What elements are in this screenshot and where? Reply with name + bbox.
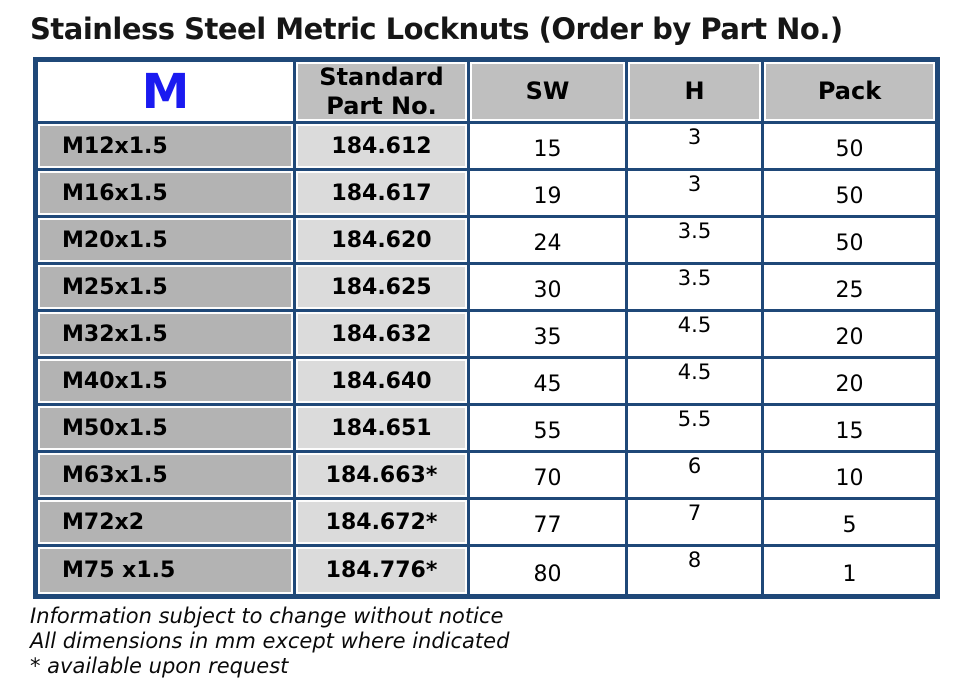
sw-cell: 15 [470,124,628,171]
part-no-cell: 184.651 [296,406,470,453]
table-row: M75 x1.5 184.776* 80 8 1 [38,547,935,594]
table-row: M50x1.5 184.651 55 5.5 15 [38,406,935,453]
table-row: M32x1.5 184.632 35 4.5 20 [38,312,935,359]
sw-cell: 30 [470,265,628,312]
pack-cell: 25 [764,265,935,312]
h-cell: 8 [628,547,764,594]
part-no-cell: 184.617 [296,171,470,218]
size-cell: M40x1.5 [38,359,296,406]
pack-cell: 15 [764,406,935,453]
part-no-cell: 184.625 [296,265,470,312]
part-no-cell: 184.663* [296,453,470,500]
part-no-cell: 184.612 [296,124,470,171]
footnotes: Information subject to change without no… [30,604,509,679]
pack-cell: 50 [764,124,935,171]
pack-cell: 50 [764,218,935,265]
sw-cell: 45 [470,359,628,406]
h-cell: 5.5 [628,406,764,453]
h-cell: 3.5 [628,218,764,265]
sw-cell: 70 [470,453,628,500]
size-cell: M25x1.5 [38,265,296,312]
locknuts-table: M Standard Part No. SW H Pack M12x1.5 18… [33,57,940,599]
table-row: M20x1.5 184.620 24 3.5 50 [38,218,935,265]
footnote-dimensions-mm: All dimensions in mm except where indica… [30,629,510,653]
column-header-pack: Pack [764,62,935,124]
locknuts-table-body: M12x1.5 184.612 15 3 50 M16x1.5 184.617 … [38,124,935,594]
part-no-cell: 184.776* [296,547,470,594]
h-cell: 7 [628,500,764,547]
header-row: M Standard Part No. SW H Pack [38,62,935,124]
pack-cell: 20 [764,359,935,406]
sw-cell: 77 [470,500,628,547]
pack-cell: 5 [764,500,935,547]
footnote-change-notice: Information subject to change without no… [30,604,504,628]
part-no-cell: 184.640 [296,359,470,406]
table-row: M25x1.5 184.625 30 3.5 25 [38,265,935,312]
h-cell: 3.5 [628,265,764,312]
column-header-m: M [38,62,296,124]
h-cell: 6 [628,453,764,500]
h-cell: 4.5 [628,359,764,406]
footnote-upon-request: * available upon request [30,654,289,678]
table-row: M12x1.5 184.612 15 3 50 [38,124,935,171]
size-cell: M72x2 [38,500,296,547]
column-header-part-no: Standard Part No. [296,62,470,124]
size-cell: M32x1.5 [38,312,296,359]
sw-cell: 35 [470,312,628,359]
size-cell: M16x1.5 [38,171,296,218]
pack-cell: 10 [764,453,935,500]
size-cell: M20x1.5 [38,218,296,265]
sw-cell: 80 [470,547,628,594]
part-no-cell: 184.620 [296,218,470,265]
table-row: M40x1.5 184.640 45 4.5 20 [38,359,935,406]
page-title: Stainless Steel Metric Locknuts (Order b… [30,12,843,46]
sw-cell: 55 [470,406,628,453]
h-cell: 3 [628,171,764,218]
sw-cell: 24 [470,218,628,265]
size-cell: M63x1.5 [38,453,296,500]
pack-cell: 20 [764,312,935,359]
column-header-h: H [628,62,764,124]
part-no-cell: 184.632 [296,312,470,359]
table-row: M72x2 184.672* 77 7 5 [38,500,935,547]
pack-cell: 50 [764,171,935,218]
h-cell: 4.5 [628,312,764,359]
size-cell: M50x1.5 [38,406,296,453]
pack-cell: 1 [842,561,857,587]
size-cell: M75 x1.5 [38,547,296,594]
h-cell: 3 [628,124,764,171]
column-header-sw: SW [470,62,628,124]
table-row: M16x1.5 184.617 19 3 50 [38,171,935,218]
table-row: M63x1.5 184.663* 70 6 10 [38,453,935,500]
sw-cell: 19 [470,171,628,218]
size-cell: M12x1.5 [38,124,296,171]
part-no-cell: 184.672* [296,500,470,547]
